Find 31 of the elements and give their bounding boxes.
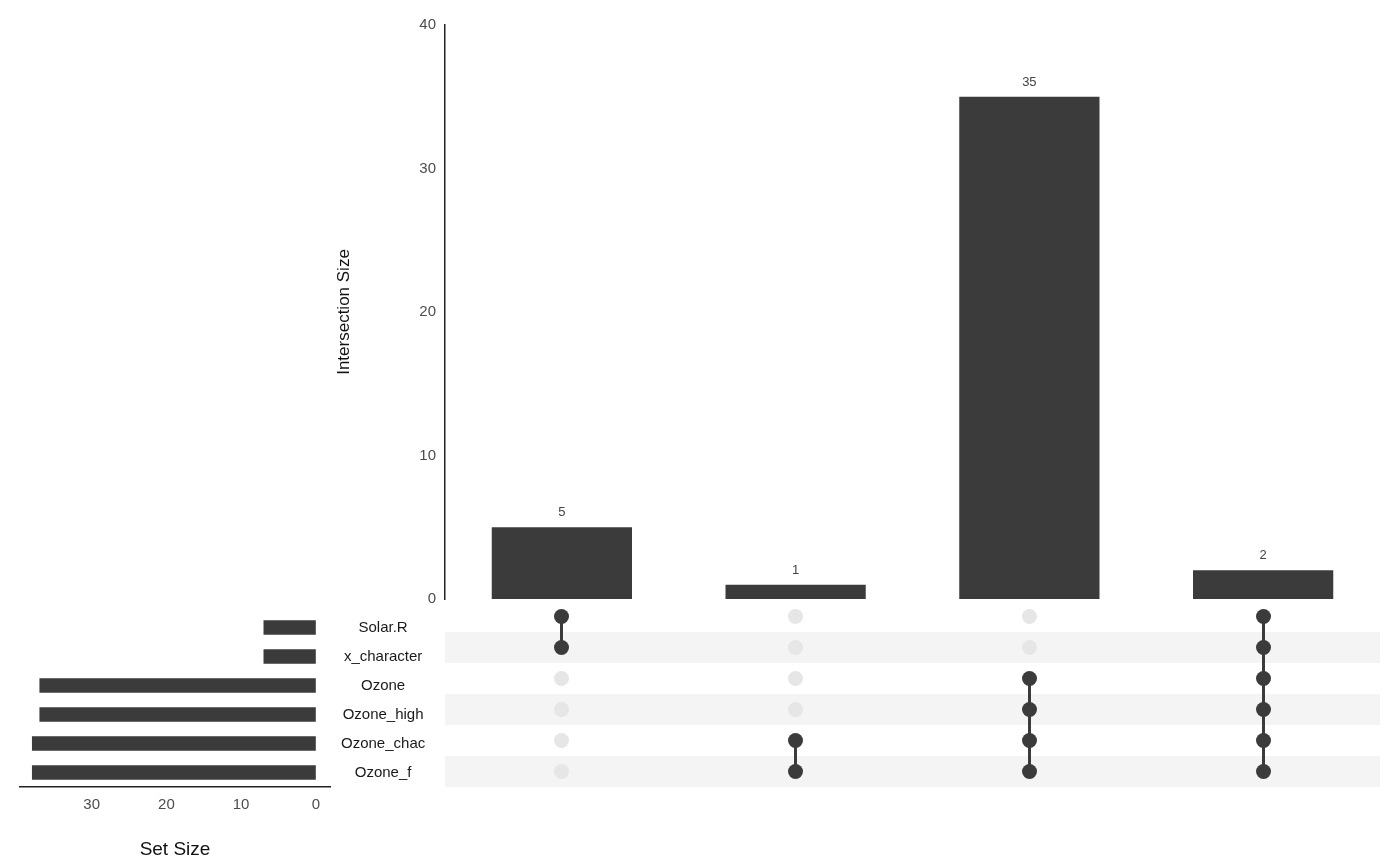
data-label: 5: [558, 504, 566, 520]
bar: [39, 707, 316, 722]
x-tick-label: 0: [311, 795, 320, 813]
y-tick-label: Solar.R: [358, 617, 408, 635]
y-axis-title: Intersection Size: [333, 249, 353, 375]
y-tick-label: Ozone_chac: [340, 733, 426, 751]
bar: [959, 96, 1100, 599]
y-tick-label: x_character: [343, 646, 423, 664]
x-axis-title: Set Size: [139, 837, 211, 859]
bar: [725, 584, 866, 599]
data-label: 1: [792, 561, 800, 577]
y-tick-label: 0: [427, 589, 436, 607]
data-label: 35: [1022, 73, 1037, 89]
y-tick-label: 20: [419, 302, 436, 320]
y-tick-label: Ozone_f: [354, 762, 413, 780]
bar: [31, 765, 316, 780]
x-tick-label: 10: [232, 795, 250, 813]
data-label: 2: [1259, 547, 1267, 563]
y-tick-label: Ozone_high: [342, 704, 424, 722]
y-tick-label: 10: [419, 445, 436, 463]
y-tick-label: 40: [419, 15, 436, 33]
bar: [31, 736, 316, 751]
bar: [1193, 570, 1334, 599]
y-tick-label: Ozone: [361, 675, 406, 693]
bar: [39, 678, 316, 693]
bar: [491, 527, 632, 599]
y-tick-label: 30: [419, 158, 436, 176]
x-tick-label: 30: [83, 795, 101, 813]
bar: [263, 620, 316, 635]
bar: [263, 649, 316, 664]
x-tick-label: 20: [158, 795, 175, 813]
